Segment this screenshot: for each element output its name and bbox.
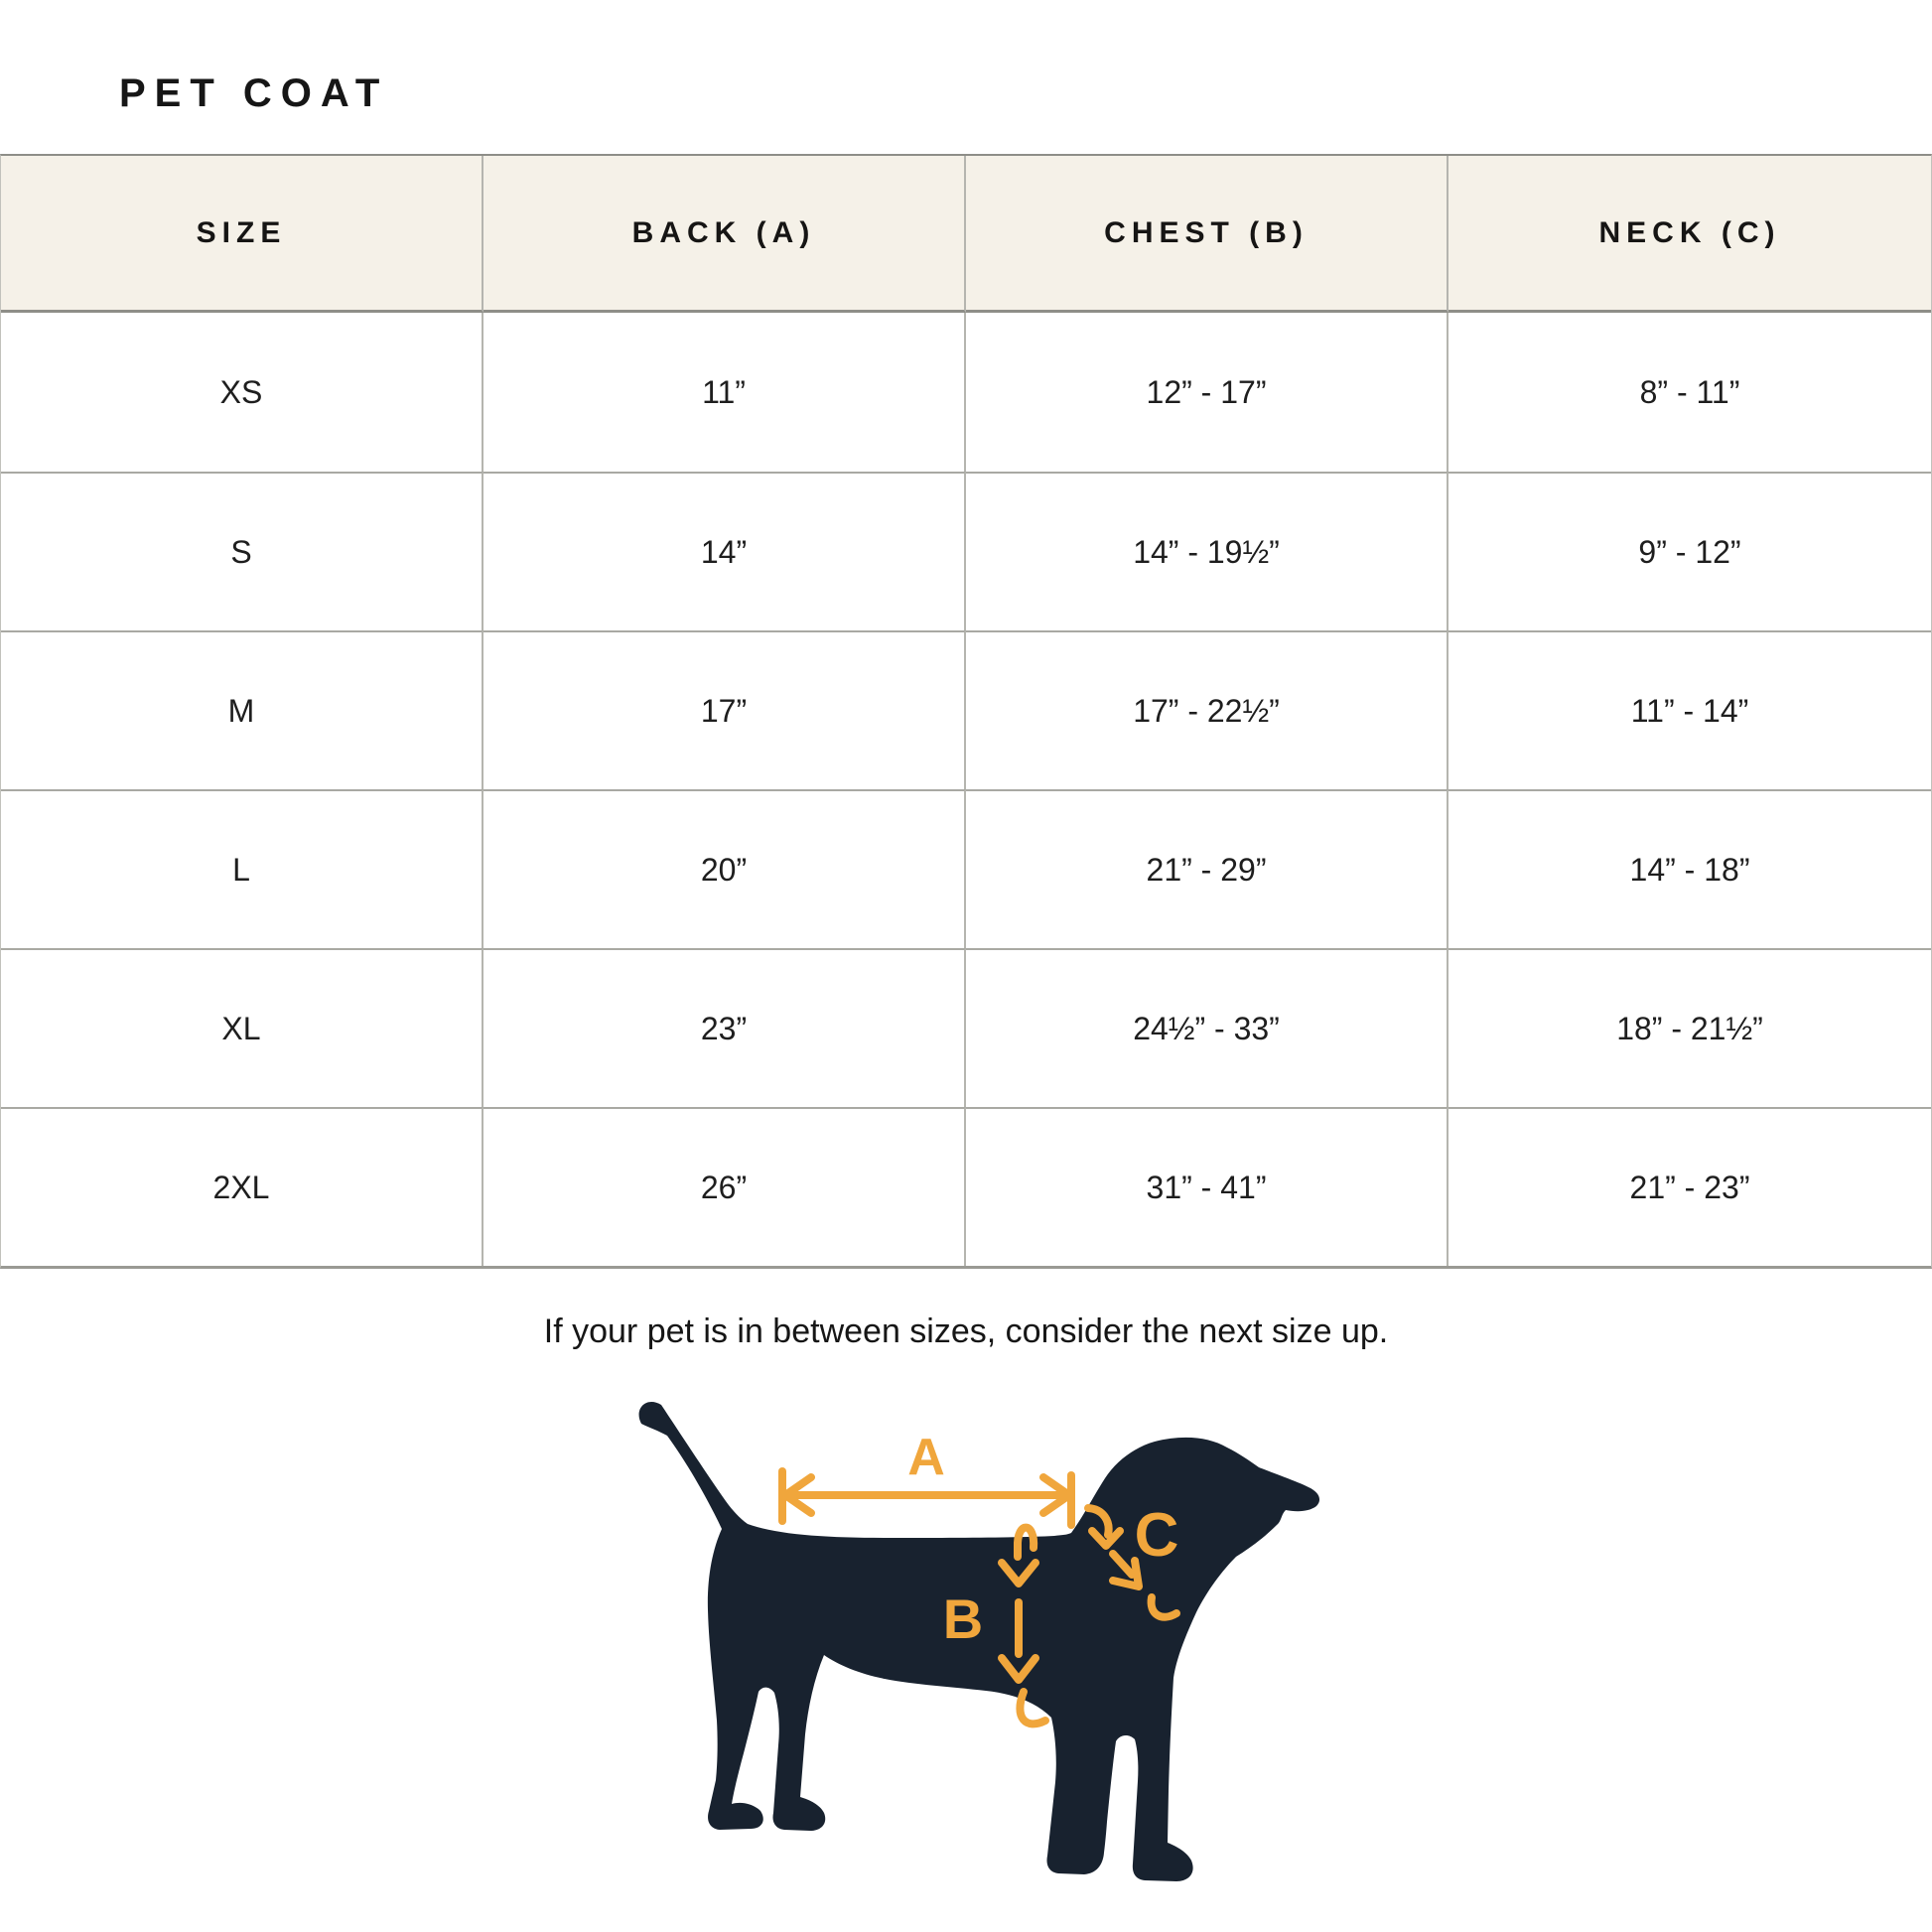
chest-cell: 31” - 41”	[966, 1107, 1449, 1266]
neck-cell: 11” - 14”	[1449, 630, 1931, 789]
chest-girth-arrow-icon	[998, 1523, 1049, 1728]
back-cell: 23”	[483, 948, 966, 1107]
chest-cell: 24½” - 33”	[966, 948, 1449, 1107]
measurement-arrows	[778, 1467, 1180, 1728]
label-b: B	[943, 1587, 983, 1650]
column-header-chest: CHEST (B)	[966, 156, 1449, 313]
dog-measurement-diagram: A B C	[638, 1402, 1320, 1881]
size-cell: 2XL	[1, 1107, 483, 1266]
column-header-back: BACK (A)	[483, 156, 966, 313]
chest-cell: 17” - 22½”	[966, 630, 1449, 789]
neck-cell: 9” - 12”	[1449, 472, 1931, 630]
chest-cell: 14” - 19½”	[966, 472, 1449, 630]
chest-cell: 21” - 29”	[966, 789, 1449, 948]
measurement-letters: A B C	[907, 1429, 1178, 1650]
column-header-size: SIZE	[1, 156, 483, 313]
back-cell: 26”	[483, 1107, 966, 1266]
size-cell: M	[1, 630, 483, 789]
chest-cell: 12” - 17”	[966, 313, 1449, 472]
back-cell: 11”	[483, 313, 966, 472]
neck-cell: 21” - 23”	[1449, 1107, 1931, 1266]
size-table: SIZE BACK (A) CHEST (B) NECK (C) XS 11” …	[0, 154, 1932, 1269]
neck-cell: 8” - 11”	[1449, 313, 1931, 472]
page-title: PET COAT	[119, 71, 389, 115]
sizing-note: If your pet is in between sizes, conside…	[543, 1312, 1389, 1350]
neck-cell: 18” - 21½”	[1449, 948, 1931, 1107]
back-cell: 20”	[483, 789, 966, 948]
size-cell: XS	[1, 313, 483, 472]
label-a: A	[907, 1429, 945, 1486]
size-cell: XL	[1, 948, 483, 1107]
size-cell: L	[1, 789, 483, 948]
column-header-neck: NECK (C)	[1449, 156, 1931, 313]
neck-girth-arrow-icon	[1084, 1504, 1180, 1621]
size-cell: S	[1, 472, 483, 630]
back-cell: 17”	[483, 630, 966, 789]
label-c: C	[1135, 1501, 1179, 1570]
dog-silhouette-icon	[638, 1402, 1320, 1881]
neck-cell: 14” - 18”	[1449, 789, 1931, 948]
back-cell: 14”	[483, 472, 966, 630]
back-length-arrow-icon	[778, 1467, 1075, 1529]
